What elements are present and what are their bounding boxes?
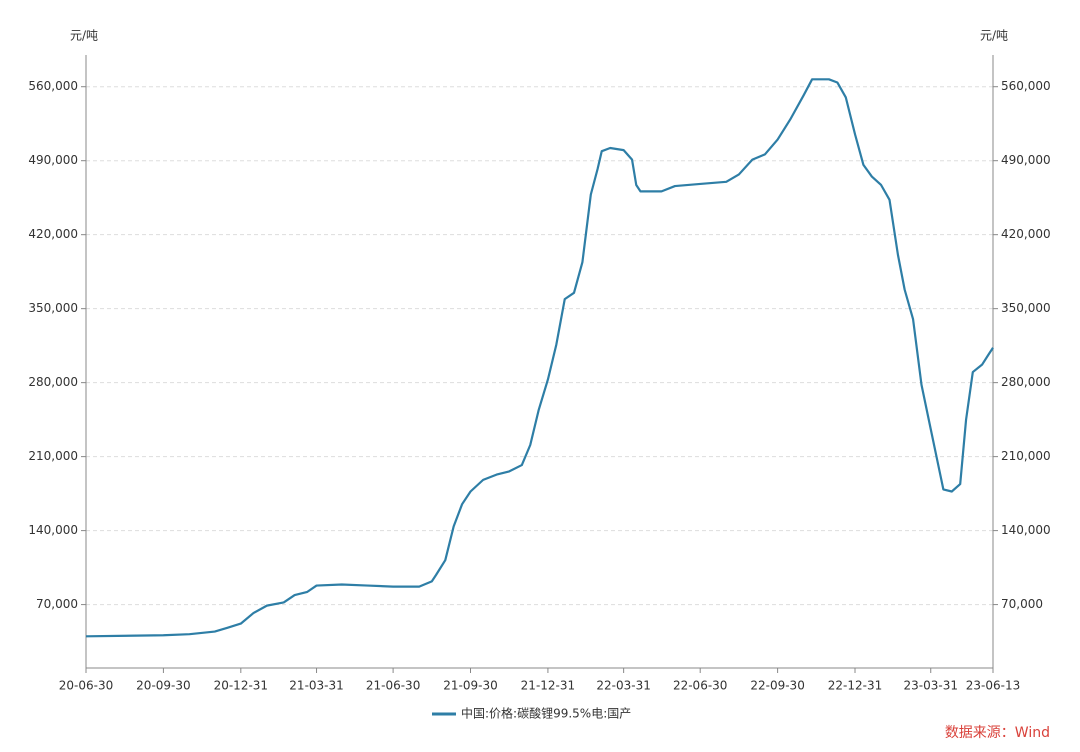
y-tick-label: 280,000 <box>28 375 78 389</box>
x-tick-label: 22-03-31 <box>596 679 650 693</box>
x-tick-label: 22-09-30 <box>750 679 804 693</box>
x-tick-label: 22-12-31 <box>828 679 882 693</box>
x-tick-label: 21-03-31 <box>289 679 343 693</box>
y-tick-label: 140,000 <box>28 523 78 537</box>
x-tick-label: 20-12-31 <box>214 679 268 693</box>
y2-unit: 元/吨 <box>980 29 1008 43</box>
x-tick-label: 20-06-30 <box>59 679 113 693</box>
y2-tick-label: 490,000 <box>1001 153 1051 167</box>
x-tick-label: 21-06-30 <box>366 679 420 693</box>
y2-tick-label: 560,000 <box>1001 79 1051 93</box>
y2-tick-label: 280,000 <box>1001 375 1051 389</box>
y2-tick-label: 70,000 <box>1001 597 1043 611</box>
y-tick-label: 350,000 <box>28 301 78 315</box>
source: 数据来源：Wind <box>945 725 1050 741</box>
y2-tick-label: 210,000 <box>1001 449 1051 463</box>
y2-tick-label: 420,000 <box>1001 227 1051 241</box>
y2-tick-label: 350,000 <box>1001 301 1051 315</box>
legend-label: 中国:价格:碳酸锂99.5%电:国产 <box>461 706 631 721</box>
line <box>85 78 994 638</box>
x-tick-label: 21-12-31 <box>521 679 575 693</box>
x-tick-label: 23-06-13 <box>966 679 1020 693</box>
y-tick-label: 490,000 <box>28 153 78 167</box>
y-tick-label: 420,000 <box>28 227 78 241</box>
y-tick-label: 560,000 <box>28 79 78 93</box>
x-tick-label: 20-09-30 <box>136 679 190 693</box>
y-unit: 元/吨 <box>70 29 98 43</box>
x-tick-label: 21-09-30 <box>443 679 497 693</box>
x-tick-label: 23-03-31 <box>904 679 958 693</box>
y-tick-label: 210,000 <box>28 449 78 463</box>
x-tick-label: 22-06-30 <box>673 679 727 693</box>
y-tick-label: 70,000 <box>36 597 78 611</box>
y2-tick-label: 140,000 <box>1001 523 1051 537</box>
